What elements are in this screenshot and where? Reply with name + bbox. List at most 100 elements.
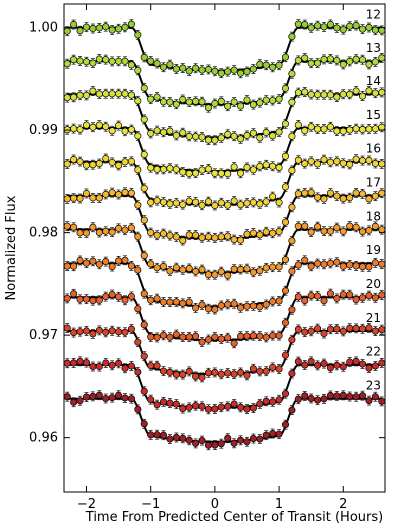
data-point (288, 267, 296, 275)
data-point (224, 232, 232, 240)
data-point (378, 397, 386, 405)
data-point (121, 57, 129, 65)
x-axis-label: Time From Predicted Center of Transit (H… (85, 510, 383, 525)
data-point (326, 123, 334, 131)
data-point (378, 291, 386, 299)
data-point (320, 195, 328, 203)
data-point (339, 127, 347, 135)
data-point (333, 24, 341, 32)
data-point (82, 295, 91, 303)
ticks-layer: −2 −1 0 1 20.960.970.980.991.00 (29, 4, 385, 512)
data-point (378, 160, 386, 168)
data-point (89, 297, 97, 305)
data-point (147, 198, 155, 206)
data-point (333, 127, 341, 135)
data-point (230, 66, 238, 74)
data-point (153, 264, 161, 272)
data-point (314, 91, 322, 99)
data-point (378, 326, 386, 334)
data-point (166, 435, 174, 443)
data-point (281, 53, 290, 61)
data-point (211, 201, 219, 210)
data-point (192, 169, 200, 177)
data-point (352, 189, 360, 197)
data-point (127, 157, 135, 165)
data-point (198, 373, 206, 381)
data-point (301, 328, 309, 336)
data-point (262, 264, 270, 272)
data-point (301, 256, 309, 264)
data-point (333, 361, 341, 369)
data-point (70, 93, 78, 101)
data-point (262, 161, 270, 169)
data-point (166, 127, 174, 135)
series-21: 21 (63, 311, 386, 383)
data-point (198, 98, 206, 106)
data-point (333, 294, 341, 302)
data-point (211, 100, 219, 108)
data-point (288, 132, 296, 140)
data-point (365, 226, 373, 234)
data-point (358, 392, 367, 400)
series-12: 12 (63, 7, 386, 79)
data-point (192, 332, 200, 340)
data-point (102, 190, 110, 198)
data-point (127, 262, 135, 270)
data-point (159, 128, 168, 136)
data-point (82, 327, 91, 335)
data-point (346, 194, 354, 202)
data-point (108, 57, 116, 65)
data-point (307, 327, 315, 335)
data-point (211, 305, 219, 314)
data-point (371, 393, 379, 401)
data-point (339, 262, 347, 270)
data-point (320, 227, 328, 235)
data-point (307, 394, 315, 403)
data-point (134, 233, 142, 241)
data-point (346, 392, 354, 401)
data-point (275, 332, 283, 340)
data-point (102, 90, 110, 98)
data-point (198, 338, 206, 346)
data-point (115, 90, 123, 98)
data-point (204, 271, 213, 279)
data-point (217, 301, 225, 310)
data-point (89, 161, 97, 169)
data-point (339, 291, 347, 299)
data-point (217, 268, 225, 276)
data-point (320, 395, 328, 403)
data-point (352, 393, 360, 401)
data-point (224, 334, 232, 342)
data-point (134, 132, 142, 140)
data-point (108, 327, 116, 335)
data-point (82, 359, 91, 367)
data-point (179, 64, 187, 72)
data-point (89, 223, 97, 231)
data-point (153, 127, 161, 135)
data-point (76, 57, 84, 65)
data-point (70, 359, 78, 367)
data-point (76, 328, 84, 336)
data-point (262, 367, 270, 375)
data-point (70, 56, 78, 64)
data-point (95, 228, 103, 237)
data-point (237, 201, 245, 209)
data-point (358, 25, 367, 33)
data-point (70, 21, 78, 29)
data-point (127, 395, 135, 403)
data-point (198, 66, 206, 74)
data-point (159, 262, 168, 270)
data-point (333, 258, 341, 266)
data-point (301, 222, 309, 230)
data-point (288, 306, 296, 314)
data-point (147, 57, 155, 65)
data-point (217, 233, 225, 241)
data-point (339, 195, 347, 203)
data-point (281, 256, 290, 264)
data-point (307, 292, 315, 300)
data-point (320, 329, 328, 338)
series-19: 19 (63, 243, 386, 315)
data-point (204, 335, 213, 344)
data-point (153, 59, 161, 68)
data-point (262, 198, 270, 206)
